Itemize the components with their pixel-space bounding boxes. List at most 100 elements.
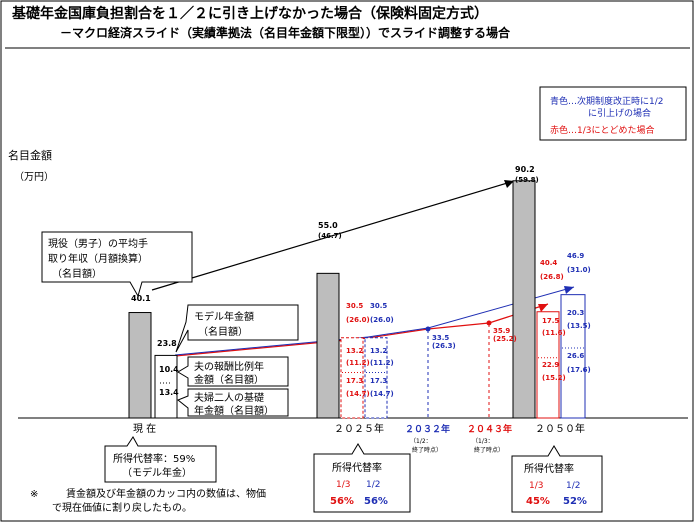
replacement-2025-col1: 1/3 bbox=[336, 480, 350, 490]
p2050-red-total: 40.4 bbox=[540, 259, 557, 267]
callout-earnings-1: 夫の報酬比例年 bbox=[194, 360, 264, 373]
callout-basic-2: 年金額（名目額） bbox=[194, 404, 274, 417]
legend-blue-2: に引上げの場合 bbox=[588, 107, 651, 119]
replacement-2050-val2: 52% bbox=[563, 496, 587, 507]
p2050-red-earnings: 17.5 bbox=[542, 317, 559, 325]
p2025-blue-basic-real: (14.7) bbox=[370, 390, 394, 398]
replacement-2025-box bbox=[313, 443, 411, 513]
p2050-blue-earnings: 20.3 bbox=[567, 309, 584, 317]
red-trend-arrowhead bbox=[538, 304, 548, 312]
y-axis-label-2: （万円） bbox=[14, 171, 54, 183]
legend-blue-1: 青色…次期制度改正時に1/2 bbox=[550, 95, 664, 107]
replacement-2050-col1: 1/3 bbox=[529, 481, 543, 491]
pension-bar-2025-red bbox=[340, 337, 364, 419]
replacement-2025-val1: 56% bbox=[330, 496, 354, 507]
point-2032-value: 33.5 bbox=[432, 334, 449, 342]
period-2032-sub1: （1/2： bbox=[410, 438, 432, 445]
blue-trend-arrowhead bbox=[564, 286, 574, 294]
pension-bar-2050-red bbox=[536, 311, 560, 419]
pension-2025-red-labels: 30.5 (26.0) 13.2 (11.2) 17.3 (14.7) bbox=[346, 302, 370, 398]
income-2025-value: 55.0 bbox=[318, 221, 338, 230]
point-2032 bbox=[425, 326, 431, 332]
replacement-2025-col2: 1/2 bbox=[366, 480, 380, 490]
period-2025: ２０２５年 bbox=[334, 422, 384, 435]
income-2025-real: (46.7) bbox=[318, 232, 342, 240]
p2025-red-earnings: 13.2 bbox=[346, 347, 363, 355]
chart-title: 基礎年金国庫負担割合を１／２に引き上げなかった場合（保険料固定方式） bbox=[12, 6, 488, 22]
p2025-blue-earnings: 13.2 bbox=[370, 347, 387, 355]
pension-now-basic: 13.4 bbox=[159, 388, 179, 397]
callout-income-1: 現役（男子）の平均手 bbox=[48, 237, 148, 250]
replacement-now-2: （モデル年金） bbox=[122, 466, 192, 479]
replacement-2050-title: 所得代替率 bbox=[524, 462, 574, 475]
red-trend-3 bbox=[427, 322, 490, 330]
point-2043-value: 35.9 bbox=[493, 327, 510, 335]
p2025-blue-total: 30.5 bbox=[370, 302, 387, 310]
footnote-1: 賃金額及び年金額のカッコ内の数値は、物価 bbox=[66, 487, 266, 500]
blue-trend-2 bbox=[367, 327, 429, 338]
pension-2050-blue-labels: 46.9 (31.0) 20.3 (13.5) 26.6 (17.6) bbox=[567, 252, 591, 374]
period-2043-sub1: （1/3： bbox=[472, 438, 494, 445]
p2025-red-total-real: (26.0) bbox=[346, 316, 370, 324]
callout-basic-1: 夫婦二人の基礎 bbox=[194, 391, 264, 404]
pension-2025-blue-labels: 30.5 (26.0) 13.2 (11.2) 17.3 (14.7) bbox=[370, 302, 394, 398]
replacement-2025-val2: 56% bbox=[364, 496, 388, 507]
y-axis-label-1: 名目金額 bbox=[8, 148, 52, 162]
replacement-2025-title: 所得代替率 bbox=[332, 461, 382, 474]
pension-now-total: 23.8 bbox=[157, 339, 177, 348]
income-trend-line bbox=[151, 180, 515, 291]
callout-earnings-2: 金額（名目額） bbox=[194, 373, 264, 386]
p2050-red-earnings-real: (11.6) bbox=[542, 329, 566, 337]
point-2043-real: (25.2) bbox=[493, 335, 517, 343]
p2025-blue-basic: 17.3 bbox=[370, 377, 387, 385]
income-2050-value: 90.2 bbox=[515, 165, 535, 174]
callout-model-2: （名目額） bbox=[198, 325, 248, 338]
callout-income-3: （名目額） bbox=[52, 267, 102, 280]
period-2050: ２０５０年 bbox=[535, 422, 585, 435]
pension-bar-2025-blue bbox=[364, 337, 388, 419]
p2025-red-total: 30.5 bbox=[346, 302, 363, 310]
callout-income bbox=[41, 231, 193, 298]
blue-trend-3 bbox=[427, 286, 575, 329]
p2050-red-basic: 22.9 bbox=[542, 361, 559, 369]
p2050-blue-earnings-real: (13.5) bbox=[567, 322, 591, 330]
replacement-now-1: 所得代替率：59% bbox=[113, 452, 195, 465]
bars-layer bbox=[128, 180, 586, 419]
callout-income-2: 取り年収（月額換算） bbox=[48, 252, 148, 265]
income-trend-arrowhead bbox=[504, 180, 514, 188]
pension-trend-lines bbox=[174, 286, 575, 357]
period-2032-sub2: 終了時点） bbox=[412, 446, 442, 454]
chart-subtitle: －マクロ経済スライド（実績準拠法（名目年金額下限型））でスライド調整する場合 bbox=[60, 26, 511, 40]
pension-bar-now bbox=[154, 354, 178, 419]
point-2032-real: (26.3) bbox=[432, 342, 456, 350]
p2050-blue-total-real: (31.0) bbox=[567, 266, 591, 274]
pension-2050-red-labels: 40.4 (26.8) 17.5 (11.6) 22.9 (15.2) bbox=[540, 259, 566, 382]
replacement-2050-col2: 1/2 bbox=[566, 481, 580, 491]
period-2032: ２０３２年 bbox=[405, 423, 450, 435]
p2050-red-total-real: (26.8) bbox=[540, 273, 564, 281]
legend-red: 赤色…1/3にとどめた場合 bbox=[550, 124, 655, 136]
footnote-2: で現在価値に割り戻したもの。 bbox=[52, 501, 192, 514]
period-2043: ２０４３年 bbox=[467, 423, 512, 435]
p2025-red-basic-real: (14.7) bbox=[346, 390, 370, 398]
p2025-blue-total-real: (26.0) bbox=[370, 316, 394, 324]
income-bar-0 bbox=[128, 312, 152, 419]
red-trend-2 bbox=[367, 328, 429, 339]
replacement-2050-box bbox=[511, 445, 603, 513]
p2050-blue-basic: 26.6 bbox=[567, 352, 584, 360]
footnote-mark: ※ bbox=[30, 489, 38, 500]
callout-model-1: モデル年金額 bbox=[194, 310, 254, 323]
p2025-blue-earnings-real: (11.2) bbox=[370, 359, 394, 367]
pension-now-earnings: 10.4 bbox=[159, 365, 179, 374]
p2050-red-basic-real: (15.2) bbox=[542, 374, 566, 382]
replacement-now-box bbox=[104, 436, 217, 483]
point-2043 bbox=[486, 320, 492, 326]
callout-earnings bbox=[177, 356, 289, 387]
income-now-value: 40.1 bbox=[131, 294, 151, 303]
p2050-blue-total: 46.9 bbox=[567, 252, 584, 260]
income-bar-1 bbox=[316, 272, 340, 419]
income-2050-real: (59.8) bbox=[515, 176, 539, 184]
p2025-red-basic: 17.3 bbox=[346, 377, 363, 385]
